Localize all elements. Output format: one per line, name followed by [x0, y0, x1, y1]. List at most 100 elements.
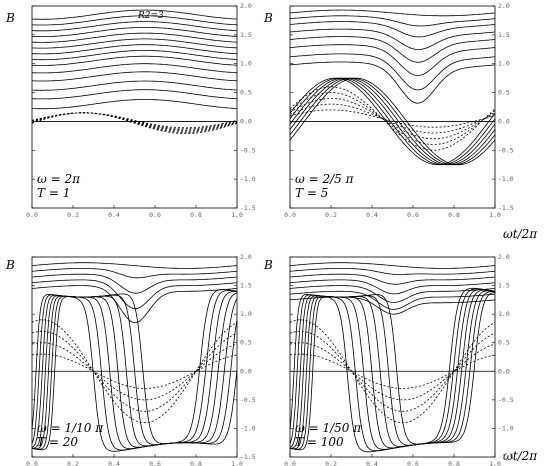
y-tick-label: -1.0	[240, 175, 256, 183]
series-line-low-4	[289, 77, 496, 166]
series-line-low-3	[289, 77, 496, 166]
series-dashed-1	[289, 330, 496, 412]
annotation-line-1: T = 20	[37, 435, 78, 449]
x-tick-label: 0.8	[448, 460, 460, 466]
series-line-low-0	[289, 77, 496, 166]
x-tick-label: 0.8	[190, 211, 202, 219]
series-dashed-0	[31, 319, 238, 424]
series-line-1	[31, 15, 238, 26]
series-line-3	[289, 28, 496, 51]
series-line-low-5	[289, 77, 496, 166]
series-dashed-2	[31, 112, 238, 132]
ylabel-panel-2: B	[263, 11, 273, 25]
x-tick-label: 0.0	[284, 211, 296, 219]
series-line-0	[31, 262, 238, 269]
x-tick-label: 0.6	[149, 460, 161, 466]
annotation-line-0: ω = 2/5 π	[295, 172, 355, 186]
series-line-1	[31, 268, 238, 279]
series-line-13	[31, 99, 238, 110]
y-tick-label: 1.5	[240, 31, 252, 39]
series-dashed-4	[31, 112, 238, 130]
series-line-6	[289, 53, 496, 91]
y-tick-label: -1.5	[498, 204, 514, 212]
y-tick-label: 1.0	[498, 310, 510, 318]
series-dashed-3	[31, 112, 238, 131]
series-dashed-5	[31, 112, 238, 129]
y-tick-label: 2.0	[240, 253, 252, 261]
y-tick-label: -1.0	[240, 424, 256, 432]
series-line-10	[31, 71, 238, 82]
x-tick-label: 0.2	[325, 211, 337, 219]
x-tick-label: 0.2	[325, 460, 337, 466]
annotation-line-0: ω = 2π	[37, 172, 81, 186]
annotation-line-1: T = 5	[295, 186, 328, 200]
series-line-low-1	[289, 77, 496, 166]
series-line-3	[32, 27, 238, 37]
y-tick-label: -0.5	[498, 396, 514, 404]
series-dashed-0	[289, 86, 496, 151]
series-dashed-3	[31, 353, 238, 389]
y-tick-label: 1.5	[498, 282, 510, 290]
y-tick-label: -1.5	[240, 453, 256, 461]
series-line-2	[289, 21, 496, 38]
y-tick-label: 0.0	[240, 117, 252, 125]
x-tick-label: 0.4	[108, 460, 120, 466]
y-tick-label: 0.5	[240, 339, 252, 347]
x-tick-label: 0.6	[407, 211, 419, 219]
series-line-7	[31, 50, 237, 61]
x-tick-label: 0.0	[26, 460, 38, 466]
plot-frame	[289, 5, 496, 209]
x-tick-label: 0.0	[284, 460, 296, 466]
xlabel-top: ωt/2π	[503, 227, 538, 241]
series-line-8	[31, 55, 238, 66]
series-line-7	[289, 61, 496, 104]
panel-1: 2.0 1.5 1.0 0.5 0.0 -0.5 -1.0 -1.5 0.0 0.2 0.4 0.6 0…	[26, 2, 256, 219]
annotation-line-1: T = 100	[295, 435, 344, 449]
y-tick-label: 1.5	[240, 282, 252, 290]
x-tick-label: 0.8	[448, 211, 460, 219]
series-line-12	[31, 89, 238, 100]
series-dashed-3	[289, 103, 496, 134]
x-tick-label: 0.4	[108, 211, 120, 219]
y-tick-label: -0.5	[240, 396, 256, 404]
y-tick-label: 1.0	[240, 60, 252, 68]
series-line-0	[289, 262, 496, 269]
panel-4: 2.0 1.5 1.0 0.5 0.0 -0.5 -1.0 -1.5 0.0 0.2 0.4 0.6 0…	[284, 253, 514, 466]
x-tick-label: 0.2	[67, 460, 79, 466]
y-tick-label: 0.5	[498, 89, 510, 97]
series-switch-6	[289, 291, 496, 451]
x-tick-label: 1.0	[489, 460, 501, 466]
y-tick-label: 2.0	[498, 253, 510, 261]
series-line-5	[31, 38, 238, 49]
series-line-3	[289, 279, 496, 295]
x-tick-label: 0.4	[366, 460, 378, 466]
ylabel-panel-1: B	[5, 11, 15, 25]
series-line-9	[31, 63, 238, 74]
series-line-4	[31, 32, 237, 43]
y-tick-label: 0.5	[498, 339, 510, 347]
series-dashed-1	[289, 92, 496, 145]
ylabel-panel-4: B	[263, 258, 273, 272]
x-tick-label: 1.0	[231, 460, 243, 466]
x-tick-label: 0.4	[366, 211, 378, 219]
panel-2: 2.0 1.5 1.0 0.5 0.0 -0.5 -1.0 -1.5 0.0 0.2 0.4 0.6 0…	[284, 2, 514, 219]
series-dashed-0	[289, 319, 496, 424]
y-tick-label: 0.5	[240, 89, 252, 97]
series-dashed-2	[289, 97, 496, 140]
series-dashed-1	[31, 330, 238, 412]
y-tick-label: 1.0	[240, 310, 252, 318]
annotation-line-0: ω = 1/50 π	[295, 421, 362, 435]
plot-frame	[31, 256, 238, 458]
ylabel-panel-3: B	[5, 258, 15, 272]
series-line-4	[31, 285, 238, 324]
y-tick-label: -0.5	[498, 146, 514, 154]
x-tick-label: 0.8	[190, 460, 202, 466]
y-tick-label: -1.0	[498, 424, 514, 432]
plot-frame	[31, 5, 238, 209]
y-tick-label: 2.0	[240, 2, 252, 10]
series-line-6	[32, 44, 238, 55]
series-line-1	[289, 268, 496, 275]
x-tick-label: 0.2	[67, 211, 79, 219]
series-line-0	[289, 9, 496, 17]
